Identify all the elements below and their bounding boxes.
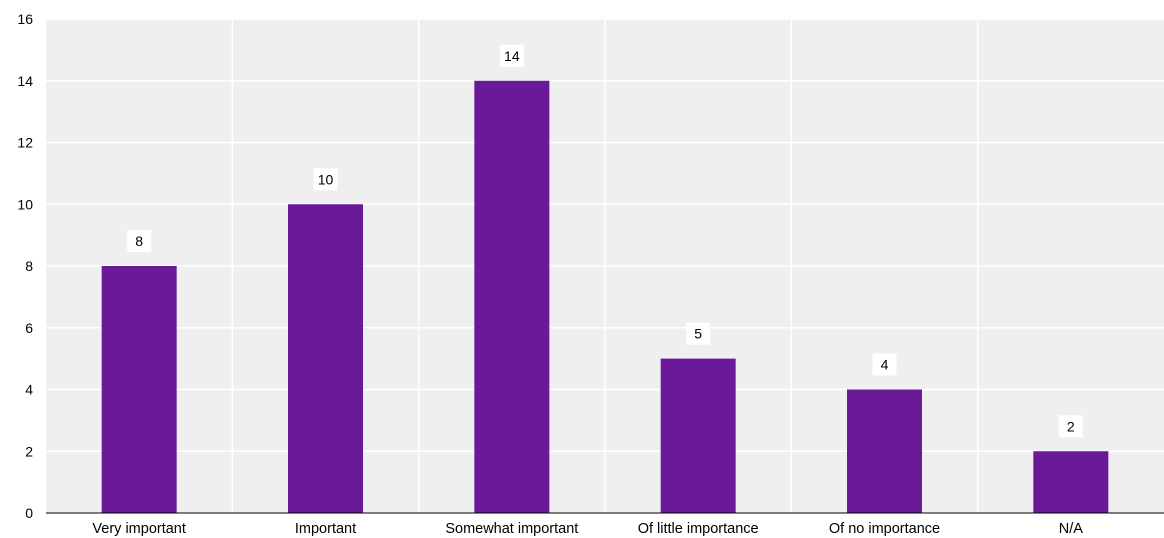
x-tick-label: N/A xyxy=(1059,521,1084,537)
data-labels: 8 10 14 5 4 2 xyxy=(127,44,1083,438)
y-tick-label: 12 xyxy=(17,135,33,151)
bars xyxy=(101,80,1109,513)
data-label-box xyxy=(499,44,524,67)
bar xyxy=(288,204,363,513)
data-label: 4 xyxy=(881,357,889,373)
data-label-box xyxy=(686,322,711,345)
y-tick-label: 10 xyxy=(17,196,33,212)
data-label: 2 xyxy=(1067,418,1075,434)
bar xyxy=(660,358,736,513)
data-label-box xyxy=(313,168,338,191)
data-label: 10 xyxy=(318,171,334,187)
x-tick-label: Of no importance xyxy=(829,521,940,537)
data-label: 5 xyxy=(694,326,702,342)
bar xyxy=(847,389,922,513)
data-label: 8 xyxy=(135,233,143,249)
x-tick-label: Somewhat important xyxy=(445,521,578,537)
y-tick-label: 8 xyxy=(25,258,33,274)
bar xyxy=(101,266,177,513)
bar xyxy=(474,80,550,513)
gridlines xyxy=(46,18,1164,513)
data-label: 14 xyxy=(504,48,520,64)
bar xyxy=(1033,451,1109,513)
data-label-box xyxy=(1058,415,1083,438)
y-tick-label: 16 xyxy=(17,11,33,27)
y-tick-label: 0 xyxy=(25,505,33,521)
y-tick-label: 6 xyxy=(25,320,33,336)
x-tick-label: Important xyxy=(295,521,356,537)
y-axis: 0 2 4 6 8 10 12 14 16 xyxy=(17,11,33,521)
data-label-box xyxy=(127,230,152,252)
data-label-box xyxy=(872,353,897,376)
x-tick-label: Of little importance xyxy=(638,521,759,537)
y-tick-label: 14 xyxy=(17,73,33,89)
y-tick-label: 2 xyxy=(25,443,33,459)
x-axis: Very important Important Somewhat importan… xyxy=(92,521,1083,537)
x-tick-label: Very important xyxy=(92,521,186,537)
y-tick-label: 4 xyxy=(25,382,33,398)
